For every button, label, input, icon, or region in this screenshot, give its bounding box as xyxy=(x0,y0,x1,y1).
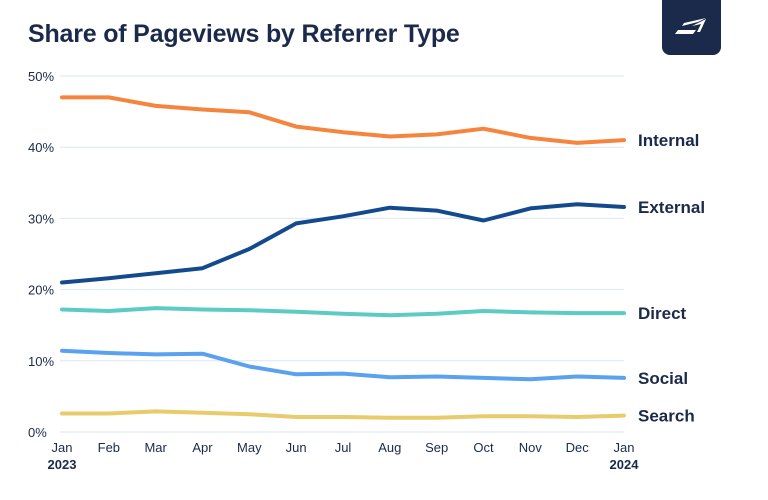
x-tick-label: Jul xyxy=(335,440,352,455)
x-tick-label: Aug xyxy=(378,440,401,455)
x-tick-label: Sep xyxy=(425,440,448,455)
series-label-internal: Internal xyxy=(638,131,699,150)
x-tick-label: Oct xyxy=(473,440,494,455)
x-year-label: 2023 xyxy=(48,457,77,472)
y-tick-label: 20% xyxy=(28,283,54,298)
chart-title: Share of Pageviews by Referrer Type xyxy=(28,20,460,48)
y-tick-label: 0% xyxy=(28,425,47,440)
series-line-social xyxy=(60,348,626,382)
x-tick-label: Nov xyxy=(519,440,543,455)
x-tick-label: Jan xyxy=(52,440,73,455)
series-label-direct: Direct xyxy=(638,304,687,323)
series-line-internal xyxy=(60,95,626,145)
series-line-search xyxy=(60,409,626,420)
series-line-external xyxy=(60,202,626,285)
x-tick-label: Apr xyxy=(192,440,213,455)
x-tick-label: Feb xyxy=(98,440,120,455)
x-tick-label: May xyxy=(237,440,262,455)
y-tick-label: 10% xyxy=(28,354,54,369)
series-line-direct xyxy=(60,306,626,318)
x-year-label: 2024 xyxy=(610,457,640,472)
y-tick-label: 40% xyxy=(28,140,54,155)
series-label-external: External xyxy=(638,198,705,217)
series-label-search: Search xyxy=(638,407,695,426)
y-tick-label: 50% xyxy=(28,69,54,84)
y-tick-label: 30% xyxy=(28,211,54,226)
series-label-social: Social xyxy=(638,369,688,388)
x-tick-label: Jan xyxy=(614,440,635,455)
x-tick-label: Mar xyxy=(144,440,167,455)
brand-logo-icon xyxy=(662,0,721,55)
x-tick-label: Dec xyxy=(566,440,590,455)
x-tick-label: Jun xyxy=(286,440,307,455)
